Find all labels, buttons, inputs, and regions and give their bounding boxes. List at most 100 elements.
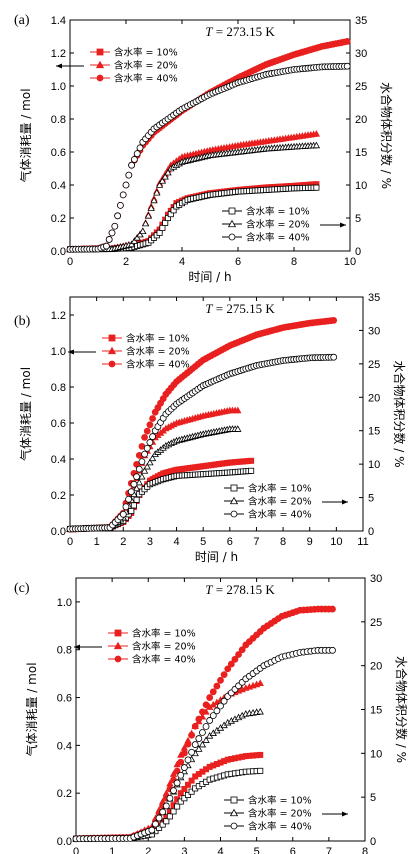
x-tick-label: 6 (227, 536, 233, 548)
y2-tick-label: 15 (368, 426, 380, 438)
temperature-label: T = 273.15 K (205, 24, 275, 39)
legend-label: 含水率 = 40% (246, 232, 310, 244)
legend-label: 含水率 = 40% (114, 73, 178, 85)
data-point (152, 820, 159, 828)
data-point (180, 749, 188, 757)
temperature-value: = 278.15 K (213, 582, 276, 597)
y-axis-label: 气体消耗量 / mol (18, 88, 33, 182)
data-point (256, 707, 264, 715)
y-tick-label: 0.2 (51, 490, 66, 502)
legend-label: 含水率 = 20% (246, 219, 310, 231)
data-point (256, 679, 264, 686)
data-point (130, 502, 137, 509)
data-point (220, 697, 228, 705)
data-point (177, 798, 184, 805)
legend-marker (96, 48, 104, 56)
legend-marker (230, 796, 238, 804)
data-point (231, 655, 239, 663)
y2-tick-label: 5 (355, 213, 361, 225)
data-point (234, 406, 242, 414)
legend-label: 含水率 = 40% (132, 654, 196, 666)
y2-tick-label: 25 (368, 359, 380, 371)
data-point (191, 741, 199, 748)
data-point (122, 181, 130, 189)
legend-label: 含水率 = 10% (132, 628, 196, 640)
data-point (180, 767, 189, 775)
x-tick-label: 7 (253, 536, 259, 548)
legend-marker (228, 207, 236, 215)
data-point (158, 177, 167, 184)
plot-frame (75, 577, 366, 842)
x-tick-label: 8 (280, 536, 286, 548)
y-tick-label: 0.6 (51, 147, 66, 159)
plot-frame (69, 19, 351, 252)
data-point (105, 236, 113, 243)
data-point (313, 184, 320, 191)
y2-axis-label: 水合物体积分数 / % (394, 656, 409, 763)
data-point (146, 458, 154, 466)
temperature-label: T = 278.15 K (205, 582, 275, 597)
data-point (188, 788, 195, 795)
data-point (148, 826, 156, 834)
data-point (161, 172, 169, 180)
data-point (163, 818, 170, 825)
data-point (136, 230, 144, 238)
data-point (159, 821, 166, 828)
y2-tick-label: 30 (355, 48, 367, 60)
x-tick-label: 10 (330, 536, 342, 548)
data-point (174, 803, 181, 810)
data-point (108, 229, 116, 237)
legend-arrow-left-head (68, 349, 74, 355)
y-tick-label: 1.0 (51, 346, 66, 358)
data-point (257, 767, 264, 774)
data-point (149, 415, 156, 422)
chart-panel-3: 0123456780.00.20.40.60.81.0051015202530时… (14, 573, 409, 854)
data-point (177, 758, 185, 766)
temperature-value: = 273.15 K (213, 24, 276, 39)
x-tick-label: 1 (109, 846, 115, 854)
y-tick-label: 1.2 (51, 48, 66, 60)
data-point (114, 212, 121, 220)
data-point (130, 480, 138, 488)
data-point (166, 794, 174, 802)
legend-gas-consumption: 含水率 = 10%含水率 = 20%含水率 = 40% (74, 628, 196, 666)
y-tick-label: 1.2 (51, 310, 66, 322)
data-point (312, 130, 321, 137)
data-point (173, 779, 181, 787)
data-point (138, 458, 146, 466)
x-tick-label: 6 (290, 846, 296, 854)
legend-label: 含水率 = 10% (114, 47, 178, 59)
y-tick-label: 0.8 (57, 645, 72, 657)
legend-marker (229, 808, 239, 817)
legend-marker (230, 484, 238, 492)
data-point (181, 785, 188, 792)
y2-tick-label: 30 (368, 325, 380, 337)
data-point (257, 751, 264, 758)
y2-tick-label: 20 (370, 661, 382, 673)
chart-panel-2: 0 1 2 3 4 5 6 7 8 9 10 11 0.0 0.2 0.4 0.6 0.8 1.0 1.2 0 5 10 1… (14, 292, 407, 564)
data-point (202, 723, 210, 730)
data-point (147, 204, 155, 211)
plot-frame (69, 296, 364, 532)
x-tick-label: 5 (200, 536, 206, 548)
data-point (227, 660, 235, 668)
x-tick-label: 2 (123, 256, 129, 268)
y2-tick-label: 0 (370, 836, 376, 848)
data-point (127, 240, 136, 248)
data-point (181, 795, 188, 802)
panel-label: (a) (14, 13, 30, 28)
y-tick-label: 0.0 (51, 526, 66, 538)
y2-tick-label: 10 (355, 180, 367, 192)
temperature-label: T = 275.15 K (205, 301, 275, 316)
y-tick-label: 0.0 (57, 836, 72, 848)
y2-tick-label: 35 (355, 15, 367, 27)
legend-arrow-left-head (56, 63, 62, 69)
data-point (195, 715, 203, 723)
data-point (111, 222, 119, 230)
y2-tick-label: 15 (355, 147, 367, 159)
panel-label: (b) (14, 314, 31, 329)
data-point (209, 712, 217, 720)
x-tick-label: 4 (173, 536, 179, 548)
data-point (153, 188, 161, 196)
